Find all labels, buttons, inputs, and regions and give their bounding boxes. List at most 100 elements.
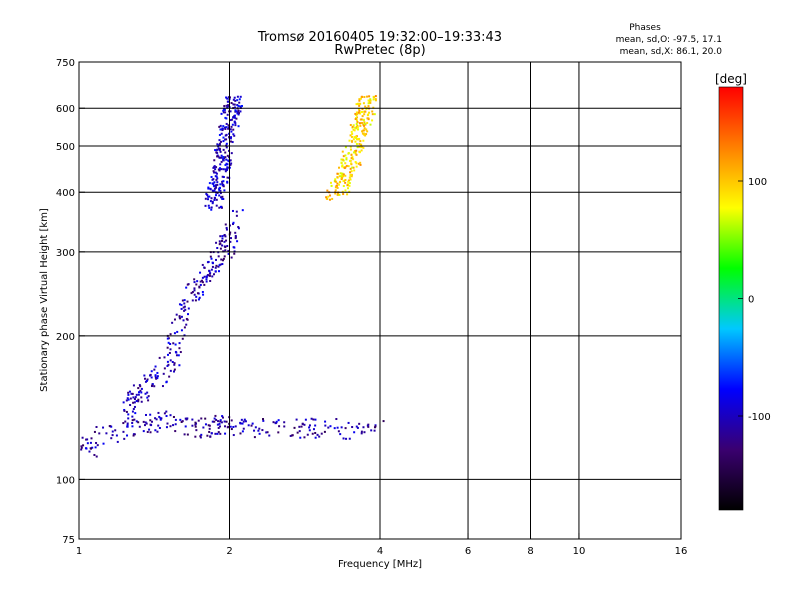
echo-point [348, 139, 351, 142]
echo-point [224, 170, 227, 173]
echo-point [90, 437, 93, 440]
echo-point [91, 446, 94, 449]
echo-point [224, 127, 227, 130]
echo-point [336, 426, 339, 429]
echo-point [81, 436, 84, 439]
echo-point [227, 104, 230, 107]
echo-point [239, 110, 242, 113]
y-axis: 75 100 200 300 400 500 600 750 [56, 58, 85, 546]
echo-point [185, 286, 188, 289]
echo-point [212, 184, 215, 187]
x-tick-label: 8 [527, 546, 533, 557]
echo-point [358, 142, 361, 145]
echo-point [231, 123, 234, 126]
echo-point [95, 441, 98, 444]
echo-point [187, 313, 190, 316]
echo-point [213, 187, 216, 190]
echo-point [165, 426, 168, 429]
echo-point [199, 280, 202, 283]
x-axis: 1 2 4 6 8 10 16 [76, 533, 687, 557]
echo-point [353, 150, 356, 153]
echo-point [355, 117, 358, 120]
echo-point [250, 424, 253, 427]
echo-point [207, 187, 210, 190]
echo-point [218, 425, 221, 428]
echo-point [222, 176, 225, 179]
echo-point [369, 123, 372, 126]
echo-point [216, 183, 219, 186]
echo-point [205, 278, 208, 281]
echo-point [365, 133, 368, 136]
echo-point [225, 138, 228, 141]
echo-point [137, 398, 140, 401]
echo-point [165, 410, 168, 413]
echo-point [195, 295, 198, 298]
echo-point [135, 420, 138, 423]
echo-point [133, 433, 136, 436]
echo-point [358, 422, 361, 425]
echo-point [167, 341, 170, 344]
echo-point [219, 189, 222, 192]
echo-point [354, 152, 357, 155]
echo-point [167, 363, 170, 366]
echo-point [93, 430, 96, 433]
echo-point [233, 106, 236, 109]
echo-point [133, 398, 136, 401]
echo-point [220, 196, 223, 199]
echo-point [233, 246, 236, 249]
echo-point [225, 162, 228, 165]
echo-point [358, 145, 361, 148]
echo-point [277, 419, 280, 422]
echo-point [220, 112, 223, 115]
echo-point [230, 152, 233, 155]
y-tick-label: 500 [56, 142, 75, 153]
echo-point [233, 114, 236, 117]
echo-point [342, 193, 345, 196]
echo-point [350, 162, 353, 165]
echo-point [218, 240, 221, 243]
echo-point [334, 178, 337, 181]
echo-point [239, 422, 242, 425]
echo-point [208, 270, 211, 273]
echo-point [178, 303, 181, 306]
echo-point [289, 434, 292, 437]
colorbar: [deg] 100 0 -100 [715, 72, 771, 511]
echo-point [220, 168, 223, 171]
echo-point [86, 442, 89, 445]
echo-point [351, 125, 354, 128]
echo-point [231, 209, 234, 212]
echo-point [219, 205, 222, 208]
echo-point [140, 396, 143, 399]
echo-point [214, 175, 217, 178]
echo-point [350, 170, 353, 173]
echo-point [338, 166, 341, 169]
echo-point [128, 390, 131, 393]
echo-point [222, 140, 225, 143]
echo-point [354, 126, 357, 129]
echo-point [347, 421, 350, 424]
echo-point [158, 415, 161, 418]
echo-point [357, 162, 360, 165]
echo-point [140, 391, 143, 394]
echo-point [222, 125, 225, 128]
echo-point [84, 447, 87, 450]
echo-point [129, 397, 132, 400]
echo-point [362, 129, 365, 132]
echo-point [174, 430, 177, 433]
echo-point [180, 420, 183, 423]
echo-point [208, 206, 211, 209]
echo-point [219, 242, 222, 245]
echo-point [222, 183, 225, 186]
echo-point [156, 430, 159, 433]
echo-point [340, 158, 343, 161]
echo-point [226, 176, 229, 179]
echo-point [175, 354, 178, 357]
echo-point [295, 418, 298, 421]
echo-point [237, 113, 240, 116]
echo-point [215, 198, 218, 201]
echo-point [236, 95, 239, 98]
echo-point [158, 427, 161, 430]
echo-point [258, 432, 261, 435]
echo-point [372, 106, 375, 109]
echo-point [360, 432, 363, 435]
